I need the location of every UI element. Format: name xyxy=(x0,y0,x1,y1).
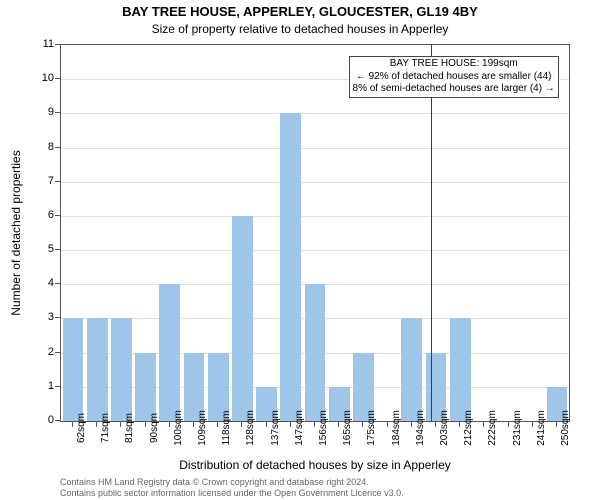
x-tick-label: 231sqm xyxy=(512,410,523,446)
gridline xyxy=(61,216,569,217)
x-tick-label: 222sqm xyxy=(487,410,498,446)
x-tick-mark xyxy=(314,422,315,427)
plot-area: BAY TREE HOUSE: 199sqm← 92% of detached … xyxy=(60,44,570,422)
bar xyxy=(87,318,108,421)
y-tick-label: 9 xyxy=(24,106,54,118)
x-tick-mark xyxy=(72,422,73,427)
y-tick-mark xyxy=(55,181,60,182)
x-tick-mark xyxy=(120,422,121,427)
y-tick-label: 5 xyxy=(24,243,54,255)
bar xyxy=(159,284,180,421)
x-tick-label: 137sqm xyxy=(270,410,281,446)
y-tick-mark xyxy=(55,249,60,250)
x-tick-label: 212sqm xyxy=(463,410,474,446)
x-tick-mark xyxy=(483,422,484,427)
bar xyxy=(232,216,253,421)
footer-line2: Contains public sector information licen… xyxy=(60,488,404,498)
y-tick-mark xyxy=(55,283,60,284)
gridline xyxy=(61,113,569,114)
chart-subtitle: Size of property relative to detached ho… xyxy=(0,22,600,36)
gridline xyxy=(61,148,569,149)
x-tick-label: 241sqm xyxy=(536,410,547,446)
y-tick-label: 10 xyxy=(24,72,54,84)
chart-title-address: BAY TREE HOUSE, APPERLEY, GLOUCESTER, GL… xyxy=(0,4,600,19)
bar xyxy=(63,318,84,421)
x-tick-label: 165sqm xyxy=(342,410,353,446)
annotation-box: BAY TREE HOUSE: 199sqm← 92% of detached … xyxy=(349,56,559,98)
bar xyxy=(111,318,132,421)
annotation-line3: 8% of semi-detached houses are larger (4… xyxy=(353,83,555,96)
y-tick-label: 3 xyxy=(24,311,54,323)
x-tick-label: 90sqm xyxy=(149,413,160,443)
x-tick-label: 194sqm xyxy=(415,410,426,446)
y-tick-mark xyxy=(55,78,60,79)
x-tick-label: 250sqm xyxy=(560,410,571,446)
y-tick-label: 1 xyxy=(24,380,54,392)
y-tick-mark xyxy=(55,147,60,148)
x-tick-label: 128sqm xyxy=(245,410,256,446)
y-tick-mark xyxy=(55,44,60,45)
y-tick-label: 11 xyxy=(24,38,54,50)
y-tick-label: 0 xyxy=(24,414,54,426)
x-tick-label: 203sqm xyxy=(439,410,450,446)
gridline xyxy=(61,250,569,251)
x-tick-label: 118sqm xyxy=(221,411,232,446)
y-tick-mark xyxy=(55,352,60,353)
x-tick-label: 175sqm xyxy=(366,410,377,446)
marker-line xyxy=(431,45,432,421)
bar xyxy=(305,284,326,421)
x-tick-mark xyxy=(145,422,146,427)
x-tick-label: 100sqm xyxy=(173,410,184,446)
y-axis-label: Number of detached properties xyxy=(6,44,26,422)
x-tick-mark xyxy=(532,422,533,427)
y-tick-mark xyxy=(55,317,60,318)
x-tick-mark xyxy=(290,422,291,427)
annotation-line2: ← 92% of detached houses are smaller (44… xyxy=(353,71,555,84)
x-tick-label: 184sqm xyxy=(391,410,402,446)
y-tick-mark xyxy=(55,112,60,113)
x-tick-mark xyxy=(193,422,194,427)
footer-line1: Contains HM Land Registry data © Crown c… xyxy=(60,477,404,487)
footer-attribution: Contains HM Land Registry data © Crown c… xyxy=(60,477,404,498)
x-tick-mark xyxy=(241,422,242,427)
y-tick-label: 4 xyxy=(24,277,54,289)
x-tick-label: 71sqm xyxy=(100,413,111,443)
x-tick-mark xyxy=(169,422,170,427)
x-tick-mark xyxy=(362,422,363,427)
x-tick-mark xyxy=(217,422,218,427)
x-tick-label: 62sqm xyxy=(76,413,87,443)
x-tick-mark xyxy=(338,422,339,427)
bar xyxy=(135,353,156,421)
y-tick-mark xyxy=(55,420,60,421)
bar xyxy=(401,318,422,421)
annotation-line1: BAY TREE HOUSE: 199sqm xyxy=(353,58,555,71)
x-tick-mark xyxy=(96,422,97,427)
x-tick-mark xyxy=(387,422,388,427)
y-tick-label: 8 xyxy=(24,141,54,153)
y-tick-label: 6 xyxy=(24,209,54,221)
x-tick-mark xyxy=(459,422,460,427)
x-tick-mark xyxy=(435,422,436,427)
gridline xyxy=(61,182,569,183)
y-tick-label: 2 xyxy=(24,346,54,358)
y-tick-mark xyxy=(55,386,60,387)
x-tick-label: 156sqm xyxy=(318,410,329,446)
chart-root: BAY TREE HOUSE, APPERLEY, GLOUCESTER, GL… xyxy=(0,0,600,500)
bar xyxy=(450,318,471,421)
x-tick-label: 147sqm xyxy=(294,410,305,446)
x-tick-mark xyxy=(556,422,557,427)
x-tick-label: 109sqm xyxy=(197,410,208,446)
y-tick-mark xyxy=(55,215,60,216)
y-tick-label: 7 xyxy=(24,175,54,187)
x-axis-label: Distribution of detached houses by size … xyxy=(60,458,570,472)
x-tick-mark xyxy=(411,422,412,427)
x-tick-label: 81sqm xyxy=(124,413,135,443)
x-tick-mark xyxy=(266,422,267,427)
bar xyxy=(280,113,301,421)
x-tick-mark xyxy=(508,422,509,427)
